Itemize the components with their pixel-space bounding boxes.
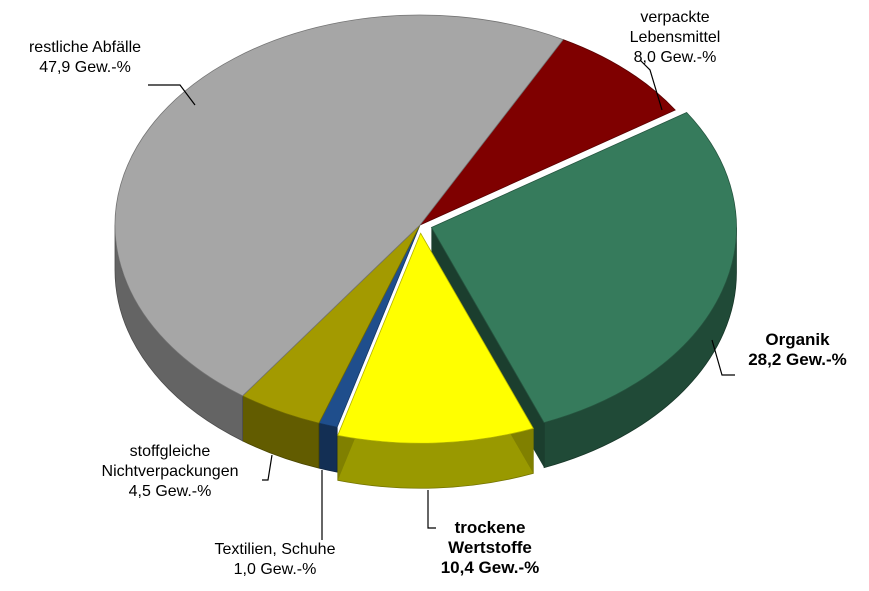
category-label: stoffgleiche Nichtverpackungen bbox=[101, 443, 239, 480]
value-label: 4,5 Gew.-% bbox=[128, 483, 212, 500]
leader-line bbox=[711, 339, 735, 376]
category-label: verpackte Lebensmittel bbox=[629, 9, 721, 46]
category-label: Organik bbox=[765, 330, 830, 349]
label: trockene Wertstoffe 10,4 Gew.-% bbox=[415, 518, 565, 578]
value-label: 1,0 Gew.-% bbox=[233, 561, 317, 578]
value-label: 8,0 Gew.-% bbox=[633, 49, 717, 66]
category-label: restliche Abfälle bbox=[28, 39, 142, 56]
label: stoffgleiche Nichtverpackungen 4,5 Gew.-% bbox=[70, 442, 270, 502]
leader-line bbox=[639, 59, 663, 111]
leader-lines bbox=[148, 59, 735, 540]
slice-side bbox=[318, 422, 338, 473]
leader-line bbox=[427, 490, 436, 529]
label: Textilien, Schuhe 1,0 Gew.-% bbox=[180, 540, 370, 580]
slice bbox=[430, 112, 737, 424]
slice bbox=[337, 232, 534, 444]
category-label: trockene Wertstoffe bbox=[448, 518, 532, 557]
slice bbox=[114, 14, 564, 397]
label: verpackte Lebensmittel 8,0 Gew.-% bbox=[620, 8, 730, 68]
value-label: 28,2 Gew.-% bbox=[748, 350, 847, 369]
value-label: 47,9 Gew.-% bbox=[39, 59, 131, 76]
leader-line bbox=[148, 84, 196, 106]
leader-line bbox=[262, 454, 273, 481]
value-label: 10,4 Gew.-% bbox=[440, 558, 540, 577]
slice bbox=[419, 39, 676, 226]
slices bbox=[114, 14, 737, 489]
category-label: Textilien, Schuhe bbox=[214, 541, 336, 558]
label: restliche Abfälle 47,9 Gew.-% bbox=[10, 38, 160, 78]
label: Organik 28,2 Gew.-% bbox=[735, 330, 860, 370]
